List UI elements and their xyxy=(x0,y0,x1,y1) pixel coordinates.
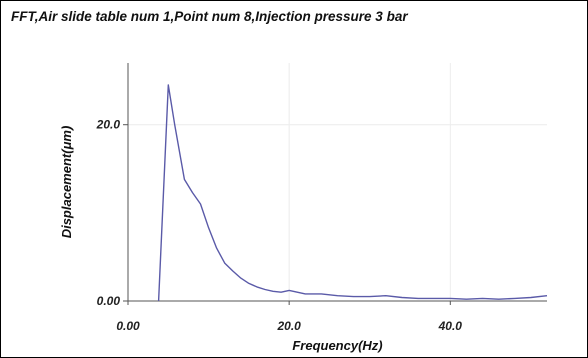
series-layer xyxy=(157,84,548,302)
axes xyxy=(127,63,547,302)
y-tick-label: 20.0 xyxy=(96,118,121,132)
x-tick-label: 0.00 xyxy=(116,319,140,333)
ticks: 0.00 20.0 0.00 20.0 40.0 xyxy=(96,118,463,333)
series-line xyxy=(157,84,548,302)
x-tick-label: 20.0 xyxy=(276,319,301,333)
x-axis-label: Frequency(Hz) xyxy=(292,338,382,353)
x-tick-label: 40.0 xyxy=(438,319,463,333)
y-tick-label: 0.00 xyxy=(97,294,121,308)
y-axis-label: Displacement(μm) xyxy=(59,126,74,239)
chart-title: FFT,Air slide table num 1,Point num 8,In… xyxy=(11,9,408,24)
grid xyxy=(128,63,547,301)
